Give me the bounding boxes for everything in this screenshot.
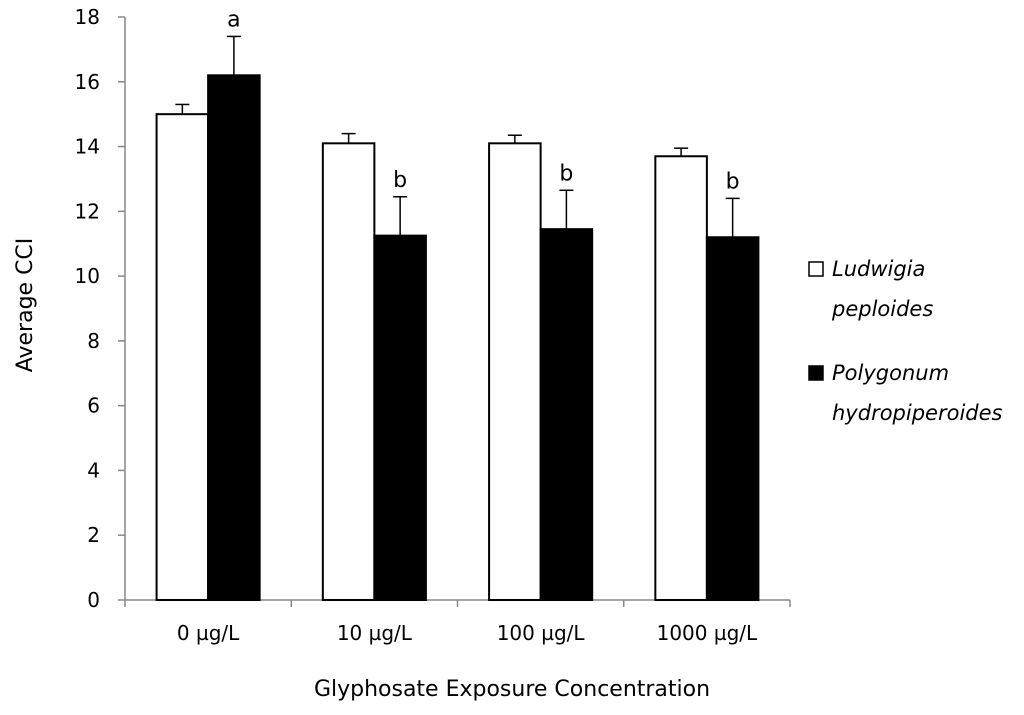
bar bbox=[373, 234, 427, 601]
y-tick-label: 4 bbox=[87, 458, 100, 482]
y-axis-title: Average CCI bbox=[13, 238, 38, 373]
bar bbox=[654, 155, 708, 601]
y-tick-label: 16 bbox=[75, 70, 100, 94]
bar bbox=[539, 228, 594, 601]
y-axis: 0 2 4 6 8 10 12 14 16 18 bbox=[75, 5, 126, 612]
x-axis: 0 µg/L 10 µg/L 100 µg/L 1000 µg/L bbox=[124, 599, 791, 645]
bar bbox=[207, 74, 261, 602]
legend-label: Polygonum bbox=[832, 361, 949, 385]
y-tick-label: 2 bbox=[87, 523, 100, 547]
legend-label: hydropiperoides bbox=[832, 401, 1003, 425]
legend-swatch bbox=[808, 365, 824, 381]
bar bbox=[321, 142, 376, 601]
significance-label: a bbox=[227, 7, 240, 32]
significance-label: b bbox=[726, 169, 740, 194]
y-tick-label: 14 bbox=[75, 135, 100, 159]
y-tick-label: 0 bbox=[87, 588, 100, 612]
significance-label: b bbox=[559, 161, 573, 186]
x-tick-label: 100 µg/L bbox=[497, 621, 586, 645]
legend-label: peploides bbox=[831, 297, 933, 321]
x-tick-label: 0 µg/L bbox=[177, 621, 240, 645]
bar bbox=[155, 113, 210, 602]
y-tick-label: 6 bbox=[87, 394, 100, 418]
bar bbox=[705, 236, 760, 601]
legend-swatch bbox=[808, 261, 824, 277]
y-tick-label: 12 bbox=[75, 199, 100, 223]
significance-label: b bbox=[393, 168, 407, 193]
bars: a b b b bbox=[155, 7, 760, 602]
legend: Ludwigia peploides Polygonum hydropiperoide… bbox=[808, 257, 1003, 425]
x-axis-title: Glyphosate Exposure Concentration bbox=[314, 677, 710, 702]
x-tick-label: 10 µg/L bbox=[337, 621, 413, 645]
bar bbox=[488, 142, 542, 601]
y-tick-label: 18 bbox=[75, 5, 100, 29]
y-tick-label: 10 bbox=[75, 264, 100, 288]
legend-label: Ludwigia bbox=[832, 257, 925, 281]
y-tick-label: 8 bbox=[87, 329, 100, 353]
x-tick-label: 1000 µg/L bbox=[657, 621, 758, 645]
